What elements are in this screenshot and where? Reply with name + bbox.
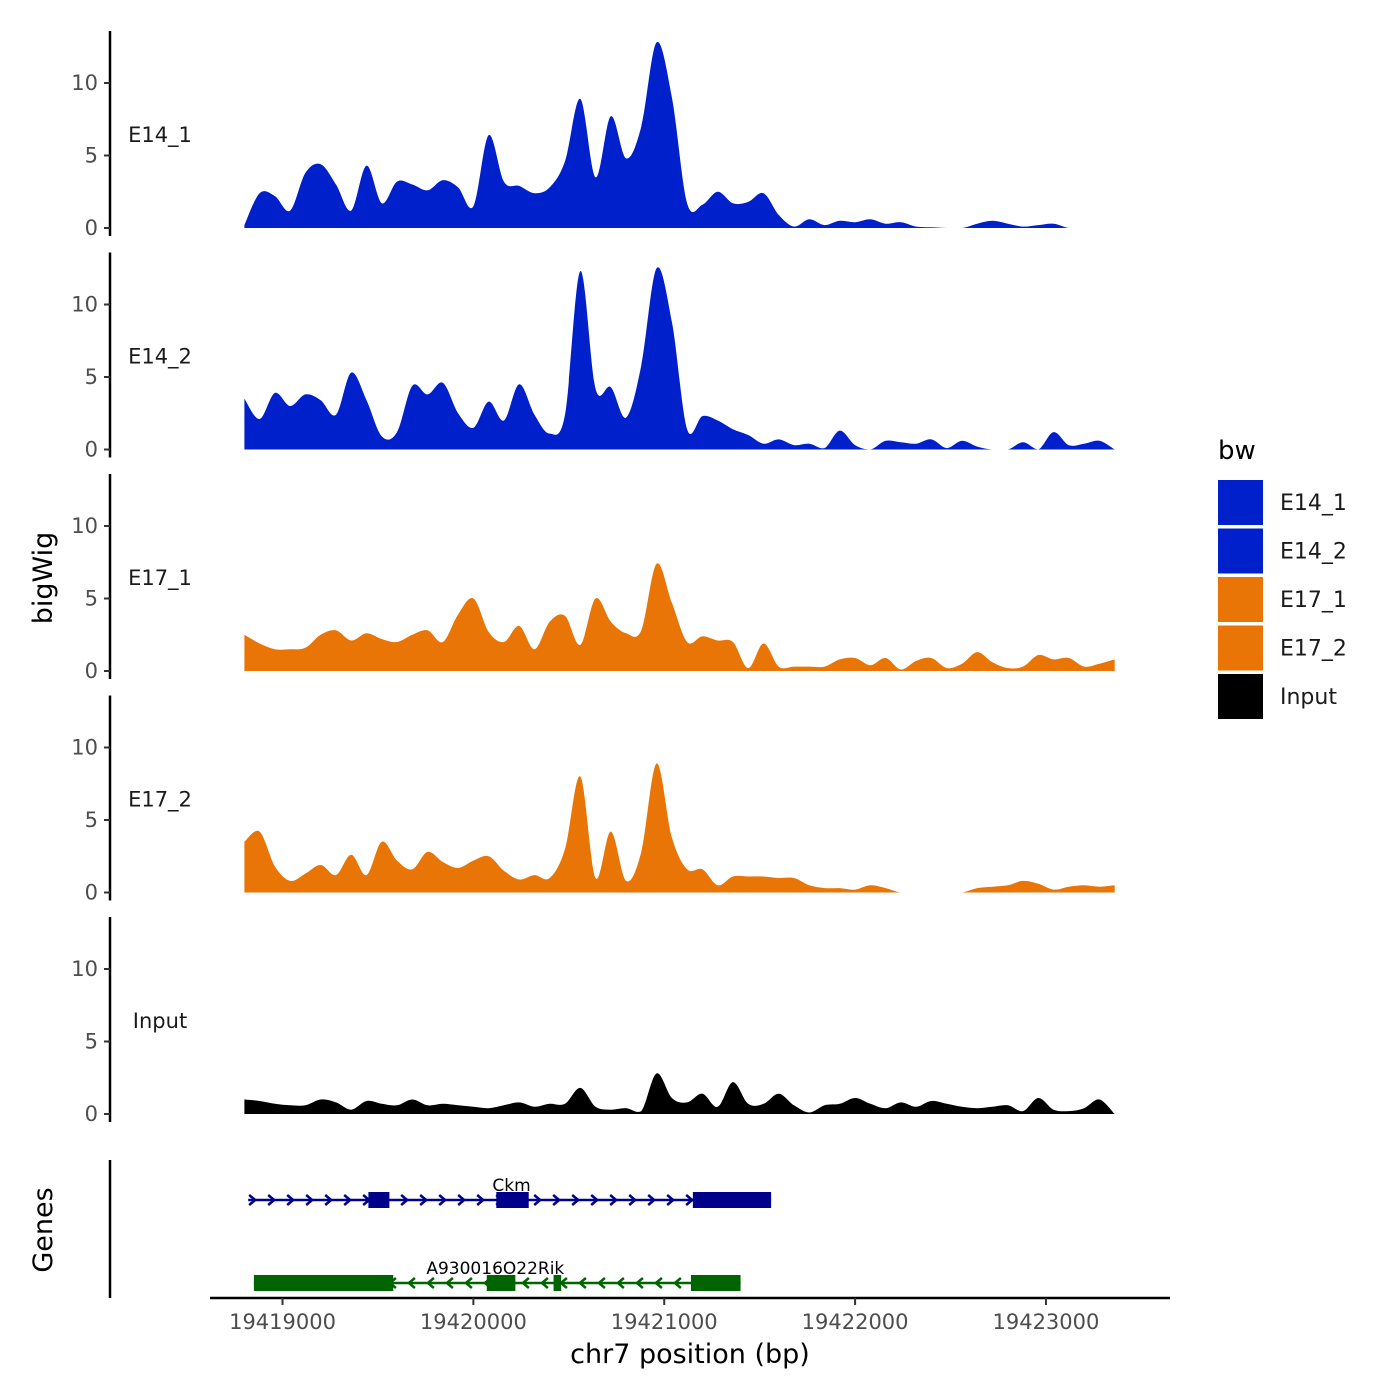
gene-exon bbox=[553, 1275, 562, 1291]
strand-arrow bbox=[552, 1194, 562, 1206]
strand-arrow bbox=[305, 1194, 315, 1206]
strand-arrow bbox=[533, 1194, 543, 1206]
y-tick-label: 5 bbox=[85, 587, 98, 611]
genes-track: Ckm A930016O22Rik bbox=[108, 1160, 772, 1298]
strand-arrow bbox=[248, 1194, 258, 1206]
strand-arrow bbox=[539, 1277, 549, 1289]
legend-label: Input bbox=[1280, 685, 1337, 710]
genes-axis-title: Genes bbox=[28, 1187, 59, 1272]
strand-arrow bbox=[647, 1194, 657, 1206]
strand-arrow bbox=[590, 1194, 600, 1206]
strand-arrow bbox=[343, 1194, 353, 1206]
legend-swatch bbox=[1218, 480, 1263, 525]
strand-arrow bbox=[666, 1194, 676, 1206]
x-tick-label: 19423000 bbox=[992, 1310, 1099, 1334]
gene-exon bbox=[496, 1192, 529, 1208]
x-tick-label: 19420000 bbox=[420, 1310, 527, 1334]
strand-arrow bbox=[520, 1277, 530, 1289]
y-tick-label: 10 bbox=[71, 957, 98, 981]
track-E17_2: 0 5 10 E17_2 bbox=[71, 695, 1115, 905]
strand-arrow bbox=[457, 1194, 467, 1206]
y-tick-label: 0 bbox=[85, 216, 98, 240]
gene-exon bbox=[368, 1192, 390, 1208]
coverage-area-E14_1 bbox=[244, 41, 1115, 229]
strand-arrow bbox=[685, 1194, 695, 1206]
gene-exon bbox=[690, 1275, 741, 1291]
track-E14_2: 0 5 10 E14_2 bbox=[71, 252, 1115, 462]
x-tick-label: 19419000 bbox=[229, 1310, 336, 1334]
gene-exon bbox=[253, 1275, 394, 1291]
strand-arrow bbox=[444, 1277, 454, 1289]
x-tick-label: 19422000 bbox=[802, 1310, 909, 1334]
coverage-area-E17_2 bbox=[244, 763, 1115, 893]
legend-label: E14_2 bbox=[1280, 540, 1347, 565]
y-tick-label: 5 bbox=[85, 365, 98, 389]
track-E17_1: 0 5 10 E17_1 bbox=[71, 474, 1115, 683]
legend-swatch bbox=[1218, 577, 1263, 622]
gene-label: Ckm bbox=[492, 1176, 530, 1196]
strand-arrow bbox=[615, 1277, 625, 1289]
strand-arrow bbox=[463, 1277, 473, 1289]
legend-label: E17_2 bbox=[1280, 637, 1347, 662]
y-tick-label: 10 bbox=[71, 514, 98, 538]
strand-arrow bbox=[400, 1194, 410, 1206]
track-label: E17_2 bbox=[128, 788, 192, 813]
y-axis-title: bigWig bbox=[28, 532, 59, 625]
strand-arrow bbox=[628, 1194, 638, 1206]
strand-arrow bbox=[596, 1277, 606, 1289]
y-tick-label: 0 bbox=[85, 659, 98, 683]
coverage-area-E14_2 bbox=[244, 267, 1115, 450]
track-label: E14_2 bbox=[128, 345, 192, 370]
strand-arrow bbox=[406, 1277, 416, 1289]
y-tick-label: 5 bbox=[85, 1030, 98, 1054]
y-tick-label: 0 bbox=[85, 881, 98, 905]
legend-swatch bbox=[1218, 674, 1263, 719]
y-tick-label: 5 bbox=[85, 144, 98, 168]
y-tick-label: 0 bbox=[85, 438, 98, 462]
legend-swatch bbox=[1218, 528, 1263, 574]
legend-title: bw bbox=[1218, 436, 1256, 466]
y-tick-label: 5 bbox=[85, 808, 98, 832]
strand-arrow bbox=[267, 1194, 277, 1206]
track-label: E14_1 bbox=[128, 123, 192, 148]
x-tick-label: 19421000 bbox=[611, 1310, 718, 1334]
gene-Ckm: Ckm bbox=[248, 1176, 772, 1208]
strand-arrow bbox=[571, 1194, 581, 1206]
gene-A930016O22Rik: A930016O22Rik bbox=[253, 1259, 741, 1291]
strand-arrow bbox=[577, 1277, 587, 1289]
track-Input: 0 5 10 Input bbox=[71, 917, 1115, 1126]
strand-arrow bbox=[324, 1194, 334, 1206]
strand-arrow bbox=[634, 1277, 644, 1289]
legend: bw E14_1 E14_2 E17_1 E17_2 Input bbox=[1218, 436, 1347, 719]
gene-label: A930016O22Rik bbox=[426, 1259, 564, 1279]
coverage-area-E17_1 bbox=[244, 563, 1115, 671]
legend-label: E17_1 bbox=[1280, 588, 1347, 613]
y-tick-label: 0 bbox=[85, 1102, 98, 1126]
gene-exon bbox=[486, 1275, 516, 1291]
strand-arrow bbox=[425, 1277, 435, 1289]
coverage-area-Input bbox=[244, 1073, 1115, 1114]
x-axis: 19419000 19420000 19421000 19422000 19423000 bbox=[210, 1296, 1170, 1334]
strand-arrow bbox=[476, 1194, 486, 1206]
y-tick-label: 10 bbox=[71, 293, 98, 317]
legend-swatch bbox=[1218, 625, 1263, 671]
strand-arrow bbox=[672, 1277, 682, 1289]
coverage-tracks: 0 5 10 E14_1 0 5 10 E14_2 0 5 10 E17_1 0 5 10 E17_2 0 5 10… bbox=[71, 31, 1115, 1126]
strand-arrow bbox=[609, 1194, 619, 1206]
legend-label: E14_1 bbox=[1280, 491, 1347, 516]
gene-exon bbox=[692, 1192, 772, 1208]
strand-arrow bbox=[286, 1194, 296, 1206]
x-axis-title: chr7 position (bp) bbox=[570, 1339, 810, 1370]
track-label: Input bbox=[133, 1009, 187, 1033]
y-tick-label: 10 bbox=[71, 71, 98, 95]
track-label: E17_1 bbox=[128, 566, 192, 591]
track-E14_1: 0 5 10 E14_1 bbox=[71, 31, 1115, 240]
strand-arrow bbox=[438, 1194, 448, 1206]
strand-arrow bbox=[419, 1194, 429, 1206]
y-tick-label: 10 bbox=[71, 736, 98, 760]
strand-arrow bbox=[653, 1277, 663, 1289]
